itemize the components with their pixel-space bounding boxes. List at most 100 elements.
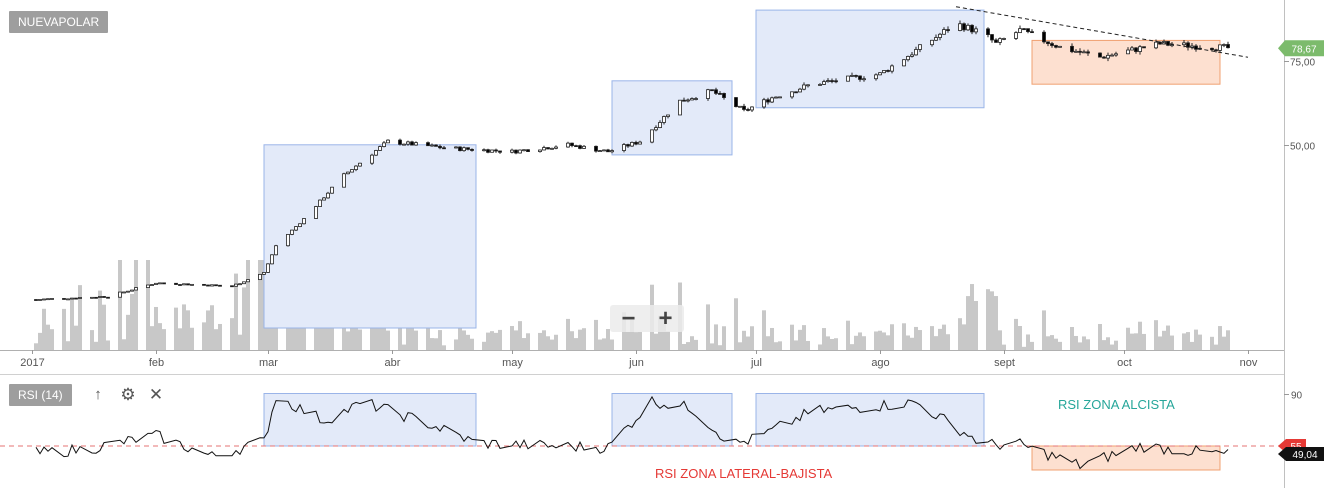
candle-body bbox=[750, 106, 754, 111]
volume-bar bbox=[214, 329, 218, 350]
plus-icon[interactable]: + bbox=[658, 305, 673, 332]
candle-body bbox=[90, 296, 94, 299]
candle-body bbox=[790, 91, 794, 98]
volume-bar bbox=[886, 335, 890, 350]
volume-bar bbox=[510, 326, 514, 350]
candle-body bbox=[406, 141, 410, 145]
volume-bar bbox=[106, 340, 110, 350]
volume-bar bbox=[210, 305, 214, 350]
volume-bar bbox=[70, 298, 74, 350]
volume-bar bbox=[834, 338, 838, 350]
volume-bar bbox=[942, 324, 946, 350]
candle-body bbox=[346, 171, 350, 175]
volume-bar bbox=[526, 333, 530, 350]
volume-bar bbox=[406, 327, 410, 350]
candle-body bbox=[326, 192, 330, 199]
close-icon[interactable]: ✕ bbox=[148, 385, 164, 404]
volume-bar bbox=[50, 329, 54, 350]
volume-bar bbox=[522, 338, 526, 350]
minus-icon[interactable]: − bbox=[621, 305, 636, 332]
symbol-label[interactable]: NUEVAPOLAR bbox=[9, 11, 109, 33]
candle-body bbox=[846, 75, 850, 82]
volume-bar bbox=[482, 341, 486, 350]
volume-bar bbox=[538, 332, 542, 350]
volume-bar bbox=[594, 319, 598, 350]
candle-body bbox=[358, 162, 362, 167]
candle-body bbox=[1058, 45, 1062, 48]
candle-body bbox=[350, 169, 354, 173]
volume-bar bbox=[174, 307, 178, 350]
volume-bar bbox=[42, 308, 46, 350]
volume-bar bbox=[494, 332, 498, 350]
candle-body bbox=[234, 283, 238, 287]
last-price-badge bbox=[1278, 40, 1324, 57]
rsi-panel: 905549,04 bbox=[0, 391, 1324, 471]
candle-body bbox=[178, 284, 182, 286]
volume-bar bbox=[102, 304, 106, 350]
candle-body bbox=[882, 70, 886, 74]
candle-body bbox=[1226, 44, 1230, 49]
candle-body bbox=[510, 149, 514, 153]
volume-bar bbox=[654, 333, 658, 350]
volume-bar bbox=[514, 330, 518, 350]
candle-body bbox=[130, 289, 134, 292]
volume-bar bbox=[458, 317, 462, 350]
x-tick-label: jul bbox=[750, 357, 762, 369]
blue-highlight-box bbox=[611, 80, 733, 156]
volume-bar bbox=[442, 345, 446, 350]
x-tick-label: oct bbox=[1117, 357, 1132, 369]
volume-bar bbox=[790, 324, 794, 350]
volume-bar bbox=[770, 327, 774, 350]
rsi-label[interactable]: RSI (14) bbox=[9, 384, 72, 406]
volume-bar bbox=[490, 331, 494, 350]
up-arrow-icon[interactable]: ↑ bbox=[94, 386, 102, 403]
candle-body bbox=[1018, 28, 1022, 34]
volume-bar bbox=[990, 291, 994, 350]
candle-body bbox=[682, 99, 686, 102]
candle-body bbox=[154, 282, 158, 285]
volume-bar bbox=[230, 318, 234, 350]
rsi-bull-zone-label: RSI ZONA ALCISTA bbox=[1058, 397, 1175, 412]
volume-bar bbox=[882, 332, 886, 350]
volume-bar bbox=[1042, 310, 1046, 350]
trendline bbox=[955, 6, 1249, 58]
candle-body bbox=[1046, 41, 1050, 44]
volume-bar bbox=[402, 344, 406, 350]
volume-bar bbox=[1106, 337, 1110, 350]
candle-body bbox=[794, 91, 798, 94]
volume-bar bbox=[686, 342, 690, 350]
candle-body bbox=[654, 127, 658, 131]
volume-bar bbox=[914, 326, 918, 350]
candle-body bbox=[862, 78, 866, 81]
rsi-blue-box bbox=[755, 393, 985, 447]
zoom-controls: − + bbox=[610, 305, 684, 332]
volume-bar bbox=[998, 330, 1002, 350]
candle-body bbox=[162, 282, 166, 285]
candle-body bbox=[622, 144, 626, 151]
candle-body bbox=[874, 74, 878, 80]
volume-bar bbox=[1170, 335, 1174, 350]
volume-bar bbox=[94, 341, 98, 350]
candle-body bbox=[426, 142, 430, 147]
candle-body bbox=[46, 298, 50, 301]
candle-body bbox=[314, 206, 318, 219]
x-tick-label: jun bbox=[628, 357, 644, 369]
last-price-label: 78,67 bbox=[1291, 44, 1316, 55]
candle-body bbox=[742, 105, 746, 110]
gear-icon[interactable]: ⚙ bbox=[120, 385, 136, 404]
volume-bar bbox=[1030, 341, 1034, 350]
volume-bar bbox=[66, 341, 70, 350]
volume-bar bbox=[498, 329, 502, 350]
volume-bar bbox=[358, 329, 362, 350]
volume-bar bbox=[462, 330, 466, 350]
volume-bar bbox=[714, 324, 718, 350]
volume-bar bbox=[90, 330, 94, 350]
volume-bar bbox=[454, 339, 458, 350]
volume-bar bbox=[766, 336, 770, 350]
volume-bar bbox=[34, 343, 38, 350]
candle-body bbox=[1002, 38, 1006, 40]
candle-body bbox=[182, 283, 186, 286]
candle-body bbox=[158, 282, 162, 285]
candle-body bbox=[706, 89, 710, 99]
volume-bar bbox=[486, 332, 490, 350]
